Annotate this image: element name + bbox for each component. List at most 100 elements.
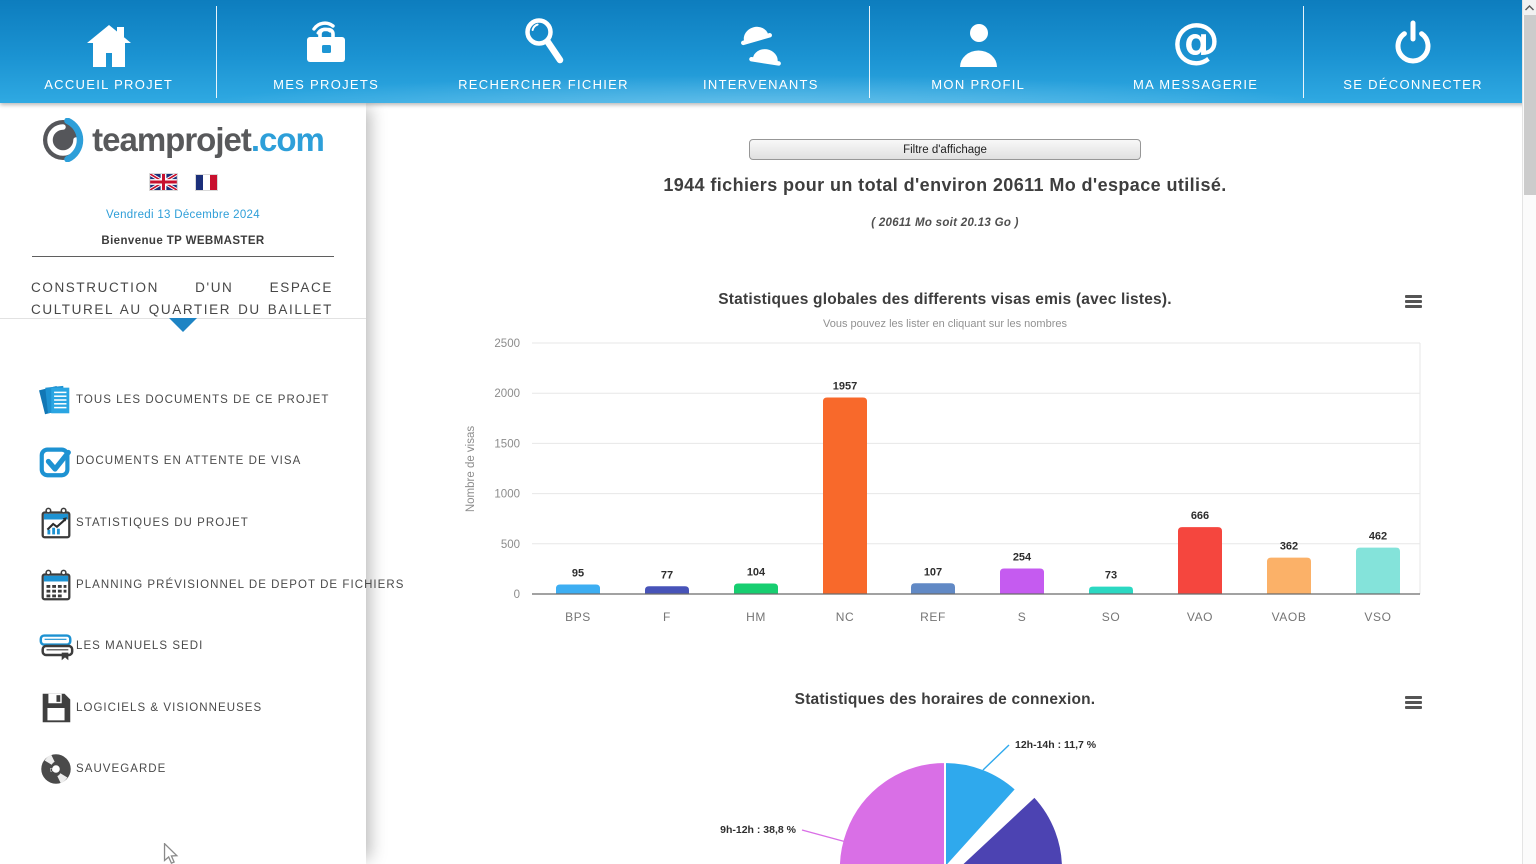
sidebar-item-label: SAUVEGARDE <box>76 763 167 776</box>
svg-text:2500: 2500 <box>494 338 520 350</box>
display-filter-button[interactable]: Filtre d'affichage <box>749 139 1141 160</box>
nav-item-ma-messagerie[interactable]: @ MA MESSAGERIE <box>1087 0 1305 103</box>
nav-item-mes-projets[interactable]: MES PROJETS <box>217 0 434 103</box>
svg-text:Nombre de visas: Nombre de visas <box>465 426 477 513</box>
nav-item-se-deconnecter[interactable]: SE DÉCONNECTER <box>1304 0 1521 103</box>
nav-item-rechercher-fichier[interactable]: RECHERCHER FICHIER <box>435 0 652 103</box>
person-icon <box>955 14 1001 70</box>
nav-label: MES PROJETS <box>273 77 380 92</box>
pie-chart-title: Statistiques des horaires de connexion. <box>794 691 1096 708</box>
chevron-down-icon[interactable] <box>169 318 197 332</box>
nav-label: RECHERCHER FICHIER <box>458 77 629 92</box>
sidebar-item-logiciels[interactable]: LOGICIELS & VISIONNEUSES <box>0 677 366 739</box>
hardhats-icon <box>733 14 789 70</box>
svg-text:73: 73 <box>1105 570 1117 582</box>
uk-flag-icon[interactable] <box>149 174 177 190</box>
svg-text:1500: 1500 <box>494 438 520 450</box>
sidebar-item-label: LES MANUELS SEDI <box>76 640 204 653</box>
nav-label: INTERVENANTS <box>702 77 819 92</box>
svg-text:REF: REF <box>920 610 946 624</box>
svg-text:362: 362 <box>1280 541 1298 553</box>
home-icon <box>84 14 134 70</box>
sidebar-item-label: PLANNING PRÉVISIONNEL DE DEPOT DE FICHIE… <box>76 578 405 591</box>
nav-label: SE DÉCONNECTER <box>1343 77 1483 92</box>
svg-text:HM: HM <box>746 610 766 624</box>
svg-text:BPS: BPS <box>565 610 591 624</box>
svg-text:104: 104 <box>747 567 766 579</box>
connection-hours-pie-chart[interactable]: 12h-14h : 11,7 % 9h-12h : 38,8 % <box>368 730 1522 864</box>
scroll-up-button[interactable] <box>1523 0 1536 15</box>
sidebar: teamprojet.com Vendredi 13 Décembre 2024… <box>0 103 403 864</box>
dvd-disc-icon: DVD <box>37 749 75 789</box>
sidebar-item-tous-les-documents[interactable]: TOUS LES DOCUMENTS DE CE PROJET <box>0 369 366 431</box>
top-navigation: ACCUEIL PROJET MES PROJETS RECHERCHER FI… <box>0 0 1536 103</box>
nav-item-mon-profil[interactable]: MON PROFIL <box>870 0 1087 103</box>
sidebar-item-label: DOCUMENTS EN ATTENTE DE VISA <box>76 455 302 468</box>
svg-text:462: 462 <box>1369 531 1387 543</box>
files-summary-subheading: ( 20611 Mo soit 20.13 Go ) <box>871 217 1019 229</box>
sidebar-item-label: TOUS LES DOCUMENTS DE CE PROJET <box>76 393 330 406</box>
sidebar-item-manuels-sedi[interactable]: LES MANUELS SEDI <box>0 615 366 677</box>
bar-chart-title: Statistiques globales des differents vis… <box>718 291 1172 308</box>
files-summary-heading: 1944 fichiers pour un total d'environ 20… <box>663 175 1227 195</box>
sidebar-item-statistiques[interactable]: STATISTIQUES DU PROJET <box>0 492 366 554</box>
visa-bar-chart[interactable]: 0 500 1000 1500 2000 2500 95 BPS 77 F 104 HM 1957 NC 1… <box>368 335 1522 635</box>
svg-text:1957: 1957 <box>833 381 857 393</box>
scrollbar-thumb[interactable] <box>1524 15 1536 195</box>
nav-label: ACCUEIL PROJET <box>44 77 174 92</box>
sidebar-item-planning[interactable]: PLANNING PRÉVISIONNEL DE DEPOT DE FICHIE… <box>0 554 403 616</box>
sidebar-item-label: STATISTIQUES DU PROJET <box>76 516 249 529</box>
calendar-chart-icon <box>37 503 75 543</box>
svg-text:1000: 1000 <box>494 489 520 501</box>
sidebar-item-sauvegarde[interactable]: DVD SAUVEGARDE <box>0 739 366 801</box>
svg-text:107: 107 <box>924 566 942 578</box>
svg-text:F: F <box>663 610 671 624</box>
teamprojet-logo-icon <box>43 118 84 162</box>
briefcase-icon <box>299 14 353 70</box>
magnifier-icon <box>518 14 568 70</box>
svg-text:NC: NC <box>836 610 855 624</box>
main-content: Filtre d'affichage 1944 fichiers pour un… <box>368 103 1522 864</box>
svg-text:12h-14h : 11,7 %: 12h-14h : 11,7 % <box>1015 739 1097 751</box>
svg-text:DVD: DVD <box>50 768 59 773</box>
nav-item-intervenants[interactable]: INTERVENANTS <box>652 0 870 103</box>
nav-item-accueil-projet[interactable]: ACCUEIL PROJET <box>0 0 218 103</box>
sidebar-divider <box>32 256 334 257</box>
pie-chart-menu-icon[interactable] <box>1405 696 1422 709</box>
site-logo: teamprojet.com <box>0 118 366 162</box>
svg-text:VSO: VSO <box>1364 610 1391 624</box>
welcome-message: Bienvenue TP WEBMASTER <box>101 235 265 247</box>
nav-label: MON PROFIL <box>931 77 1026 92</box>
bar-chart-menu-icon[interactable] <box>1405 295 1422 308</box>
svg-text:@: @ <box>1172 16 1220 69</box>
sidebar-item-label: LOGICIELS & VISIONNEUSES <box>76 701 263 714</box>
project-title: CONSTRUCTION D'UN ESPACE CULTUREL AU QUA… <box>31 280 333 317</box>
books-icon <box>37 626 75 666</box>
svg-text:500: 500 <box>501 539 520 551</box>
svg-text:0: 0 <box>514 589 520 601</box>
language-switcher <box>0 174 366 190</box>
fr-flag-icon[interactable] <box>195 174 217 190</box>
svg-text:S: S <box>1018 610 1027 624</box>
floppy-disk-icon <box>37 688 75 728</box>
power-icon <box>1388 14 1438 70</box>
scroll-up-arrow-icon <box>1525 4 1534 10</box>
bar-chart-subtitle: Vous pouvez les lister en cliquant sur l… <box>823 318 1067 330</box>
svg-text:666: 666 <box>1191 510 1209 522</box>
svg-text:VAOB: VAOB <box>1272 610 1307 624</box>
vertical-scrollbar <box>1522 0 1536 864</box>
sidebar-menu: TOUS LES DOCUMENTS DE CE PROJET DOCUMENT… <box>0 369 403 801</box>
nav-label: MA MESSAGERIE <box>1133 77 1259 92</box>
checkbox-icon <box>37 441 75 481</box>
svg-text:SO: SO <box>1102 610 1121 624</box>
svg-text:77: 77 <box>661 569 673 581</box>
svg-text:VAO: VAO <box>1187 610 1213 624</box>
documents-stack-icon <box>37 380 75 420</box>
logo-text: teamprojet.com <box>92 121 325 158</box>
svg-text:95: 95 <box>572 567 584 579</box>
svg-text:9h-12h : 38,8 %: 9h-12h : 38,8 % <box>720 824 797 836</box>
calendar-grid-icon <box>37 565 75 605</box>
current-date: Vendredi 13 Décembre 2024 <box>106 209 260 221</box>
at-sign-icon: @ <box>1169 14 1223 70</box>
sidebar-item-documents-en-attente[interactable]: DOCUMENTS EN ATTENTE DE VISA <box>0 431 366 493</box>
